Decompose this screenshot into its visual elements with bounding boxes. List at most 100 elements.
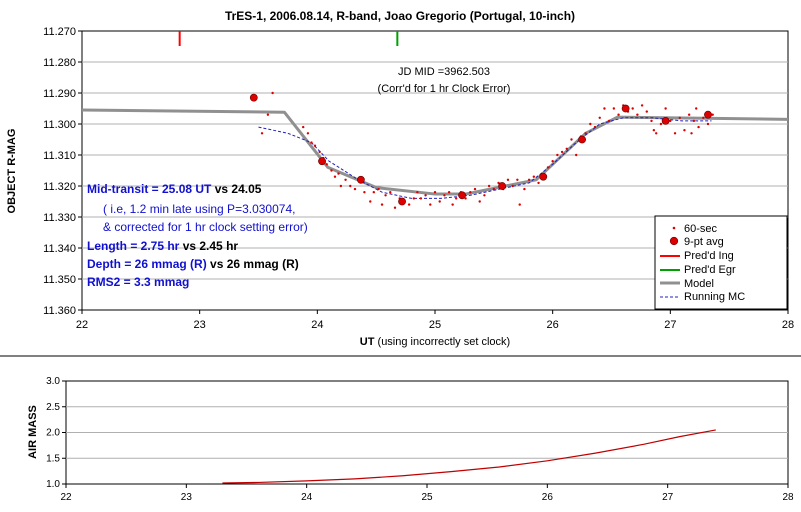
legend: 60-sec 9-pt avg Pred'd Ing Pred'd Egr Mo…: [654, 215, 788, 310]
point-60sec: [575, 153, 578, 157]
top-x-tick-labels: 22 23 24 25 26 27 28: [76, 310, 794, 331]
point-9pt-avg: [661, 117, 670, 125]
top-y-tick-labels: 11.270 11.280 11.290 11.300 11.310 11.320 11.3…: [43, 26, 76, 317]
point-60sec: [532, 175, 536, 178]
bottom-x-tick-label: 23: [181, 492, 193, 503]
point-9pt-avg: [704, 110, 712, 119]
point-60sec: [692, 119, 696, 123]
point-60sec: [565, 147, 568, 150]
bottom-x-tick-label: 27: [662, 492, 674, 503]
point-60sec: [589, 122, 592, 126]
air-mass-line: [222, 429, 716, 484]
top-x-tick-label: 28: [782, 319, 794, 331]
point-60sec: [537, 181, 540, 185]
top-y-tick-label: 11.350: [43, 274, 76, 286]
legend-label-9pt: 9-pt avg: [684, 236, 724, 248]
top-x-tick-label: 25: [429, 319, 441, 331]
top-x-tick-label: 23: [194, 319, 206, 331]
point-60sec: [337, 172, 340, 175]
top-x-tick-label: 24: [311, 319, 323, 331]
bottom-y-tick-label: 2.5: [46, 402, 60, 413]
depth-annotation: Depth = 26 mmag (R) vs 26 mmag (R): [87, 257, 299, 271]
length-annotation: Length = 2.75 hr vs 2.45 hr: [87, 239, 238, 253]
point-60sec: [407, 203, 411, 206]
point-60sec: [492, 187, 496, 191]
point-60sec: [271, 91, 274, 95]
point-60sec: [325, 163, 328, 166]
point-60sec: [560, 150, 564, 154]
point-60sec: [640, 104, 644, 107]
point-60sec: [369, 200, 372, 203]
point-9pt-avg: [498, 182, 506, 190]
top-series: [81, 91, 789, 209]
point-60sec: [306, 132, 310, 135]
top-y-tick-label: 11.340: [43, 243, 76, 255]
point-60sec: [603, 107, 606, 110]
point-9pt-avg: [578, 135, 586, 144]
top-y-tick-label: 11.360: [43, 305, 76, 317]
point-60sec: [652, 129, 656, 132]
point-60sec: [584, 132, 587, 135]
point-9pt-avg: [621, 104, 630, 113]
top-chart: TrES-1, 2006.08.14, R-band, Joao Gregori…: [6, 9, 794, 348]
point-60sec: [393, 206, 397, 209]
bottom-y-tick-labels: 1.0 1.5 2.0 2.5 3.0: [46, 376, 60, 490]
point-60sec: [546, 166, 550, 169]
top-y-tick-label: 11.320: [43, 181, 76, 193]
legend-symbol-60sec: [672, 226, 676, 230]
point-60sec: [695, 107, 698, 110]
point-60sec: [377, 187, 380, 191]
point-60sec: [673, 132, 677, 135]
point-60sec: [330, 169, 333, 172]
point-60sec: [655, 132, 658, 135]
point-60sec: [607, 119, 611, 123]
legend-label-ing: Pred'd Ing: [684, 250, 734, 262]
clock-note-annotation: & corrected for 1 hr clock setting error…: [103, 220, 308, 234]
top-y-tick-label: 11.310: [43, 150, 76, 162]
point-60sec: [447, 191, 451, 194]
point-60sec: [389, 191, 392, 194]
point-60sec: [363, 191, 366, 194]
point-60sec: [451, 203, 454, 206]
bottom-x-tick-label: 28: [782, 492, 794, 503]
point-60sec: [454, 197, 458, 200]
point-9pt-avg: [318, 157, 326, 166]
point-60sec: [683, 129, 686, 132]
point-60sec: [443, 194, 446, 197]
point-60sec: [473, 187, 477, 191]
corr-annotation: (Corr'd for 1 hr Clock Error): [378, 83, 511, 95]
bottom-x-tick-label: 22: [60, 492, 72, 503]
point-60sec: [678, 116, 681, 120]
point-60sec: [631, 107, 634, 110]
point-60sec: [412, 197, 416, 200]
bottom-y-tick-label: 2.0: [46, 428, 60, 439]
point-60sec: [690, 132, 693, 135]
point-9pt-avg: [458, 191, 466, 200]
point-60sec: [706, 122, 710, 126]
top-y-tick-label: 11.280: [43, 57, 76, 69]
point-60sec: [612, 107, 616, 110]
point-60sec: [318, 150, 321, 154]
point-60sec: [260, 132, 264, 135]
point-60sec: [310, 141, 313, 144]
point-60sec: [711, 113, 714, 116]
point-60sec: [617, 113, 620, 116]
legend-label-egr: Pred'd Egr: [684, 264, 736, 276]
top-y-tick-label: 11.300: [43, 119, 76, 131]
legend-label-60sec: 60-sec: [684, 223, 718, 235]
point-60sec: [429, 203, 432, 206]
point-60sec: [333, 175, 337, 178]
top-y-tick-label: 11.330: [43, 212, 76, 224]
bottom-y-tick-label: 1.0: [46, 479, 60, 490]
bottom-chart: 1.0 1.5 2.0 2.5 3.0 22 23 24 25 26 27 28 AIR MASS: [27, 376, 794, 503]
model-line: [81, 108, 789, 196]
bottom-y-tick-label: 3.0: [46, 376, 60, 387]
bottom-x-tick-label: 25: [421, 492, 433, 503]
point-60sec: [593, 125, 597, 129]
running-mc-line: [258, 117, 712, 199]
point-60sec: [433, 191, 437, 194]
jd-mid-annotation: JD MID =3962.503: [398, 66, 490, 78]
point-60sec: [516, 178, 519, 181]
bottom-series: [222, 429, 716, 484]
